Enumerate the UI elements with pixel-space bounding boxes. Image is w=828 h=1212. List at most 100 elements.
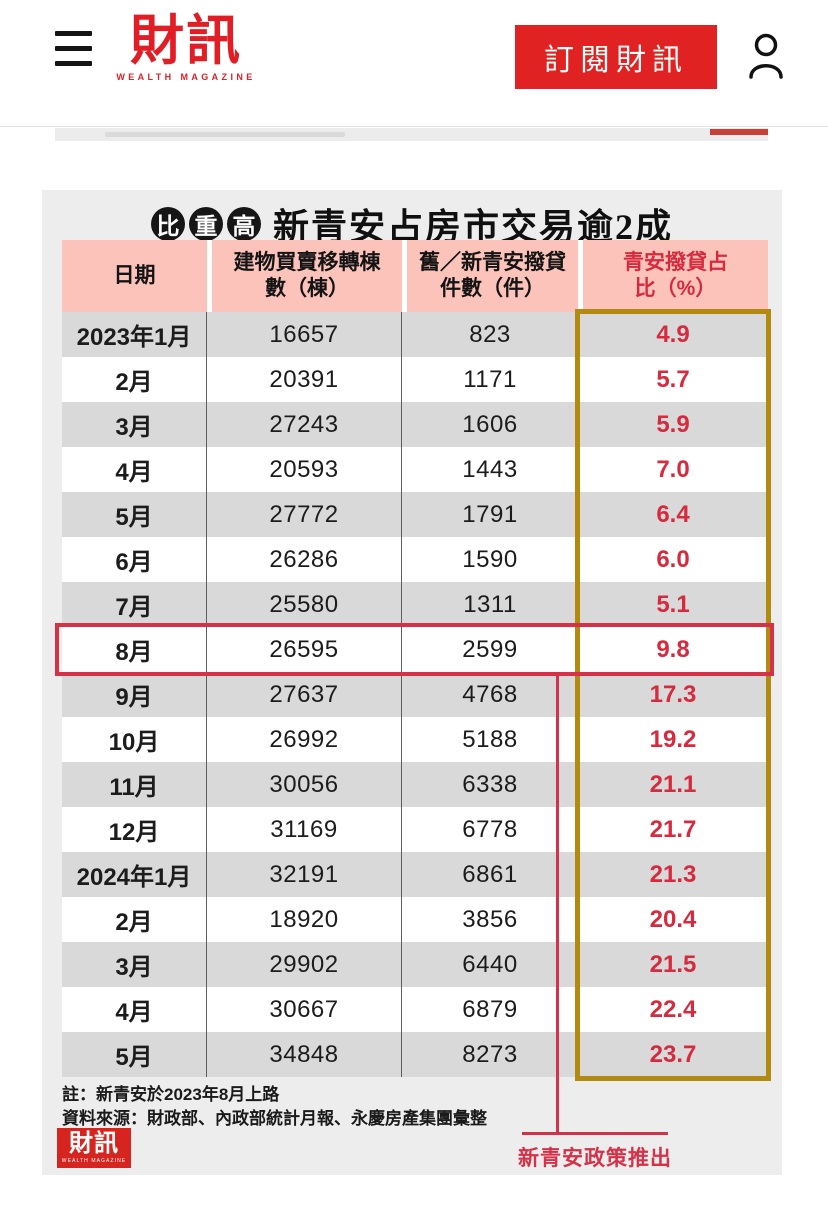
cell-transfers: 31169 <box>207 807 402 852</box>
collapsed-bar <box>55 128 768 141</box>
cell-transfers: 34848 <box>207 1032 402 1077</box>
cell-date: 4月 <box>62 987 207 1032</box>
menu-icon[interactable] <box>55 31 92 66</box>
blurred-text-placeholder <box>105 132 345 137</box>
cell-date: 2023年1月 <box>62 312 207 357</box>
cell-transfers: 30056 <box>207 762 402 807</box>
badge-circle: 比 <box>150 207 185 241</box>
table-row: 5月 34848 8273 23.7 <box>62 1032 768 1077</box>
cell-loan-share: 5.9 <box>656 410 690 438</box>
cell-transfers: 29902 <box>207 942 402 987</box>
note-line: 註：新青安於2023年8月上路 <box>62 1085 280 1104</box>
cell-date: 8月 <box>62 627 207 672</box>
subscribe-button[interactable]: 訂閱財訊 <box>515 25 717 89</box>
cell-date: 10月 <box>62 717 207 762</box>
cell-loan-cases: 823 <box>469 320 511 348</box>
cell-loan-share: 5.7 <box>656 365 690 393</box>
menu-bar <box>55 46 92 51</box>
cell-loan-cases: 2599 <box>462 635 518 663</box>
cell-transfers: 27772 <box>207 492 402 537</box>
cell-transfers: 16657 <box>207 312 402 357</box>
cell-date: 9月 <box>62 672 207 717</box>
cell-loan-share: 21.1 <box>649 770 697 798</box>
cell-loan-share: 5.1 <box>656 590 690 618</box>
cell-date: 12月 <box>62 807 207 852</box>
cell-loan-cases: 1791 <box>462 500 518 528</box>
column-header-date: 日期 <box>62 240 207 312</box>
cell-loan-cases: 6778 <box>462 815 518 843</box>
cell-loan-cases: 8273 <box>462 1040 518 1068</box>
cell-loan-cases: 5188 <box>462 725 518 753</box>
column-header-transfers: 建物買賣移轉棟數（棟） <box>207 240 402 312</box>
cell-loan-share: 17.3 <box>649 680 697 708</box>
cell-loan-cases: 1171 <box>463 365 517 393</box>
app-header: 財訊 WEALTH MAGAZINE 訂閱財訊 <box>0 0 828 126</box>
table-row: 2月 20391 1171 5.7 <box>62 357 768 402</box>
cell-transfers: 32191 <box>207 852 402 897</box>
logo-badge-text: 財訊 <box>69 1131 119 1157</box>
cell-loan-share: 23.7 <box>649 1040 697 1068</box>
table-row: 2024年1月 32191 6861 21.3 <box>62 852 768 897</box>
cell-transfers: 26595 <box>207 627 402 672</box>
cell-date: 5月 <box>62 492 207 537</box>
table-row: 2月 18920 3856 20.4 <box>62 897 768 942</box>
cell-date: 3月 <box>62 402 207 447</box>
cell-loan-share: 22.4 <box>649 995 697 1023</box>
cell-loan-share: 4.9 <box>656 320 690 348</box>
column-header-loan-share: 青安撥貸占比（%） <box>578 240 768 312</box>
table-row: 4月 20593 1443 7.0 <box>62 447 768 492</box>
cell-date: 4月 <box>62 447 207 492</box>
table-row-highlighted: 8月 26595 2599 9.8 <box>62 627 768 672</box>
cell-loan-cases: 6879 <box>462 995 518 1023</box>
cell-date: 6月 <box>62 537 207 582</box>
table-row: 12月 31169 6778 21.7 <box>62 807 768 852</box>
table-row: 7月 25580 1311 5.1 <box>62 582 768 627</box>
table-row: 2023年1月 16657 823 4.9 <box>62 312 768 357</box>
cell-transfers: 27637 <box>207 672 402 717</box>
badge-circle: 重 <box>188 207 223 241</box>
table-row: 5月 27772 1791 6.4 <box>62 492 768 537</box>
cell-date: 3月 <box>62 942 207 987</box>
cell-loan-share: 7.0 <box>656 455 690 483</box>
site-logo-text: 財訊 <box>130 11 242 71</box>
cell-transfers: 30667 <box>207 987 402 1032</box>
source-line: 資料來源：財政部、內政部統計月報、永慶房產集團彙整 <box>62 1108 487 1128</box>
footnotes: 註：新青安於2023年8月上路 資料來源：財政部、內政部統計月報、永慶房產集團彙… <box>62 1083 487 1131</box>
site-logo[interactable]: 財訊 WEALTH MAGAZINE <box>116 14 256 82</box>
table-row: 3月 29902 6440 21.5 <box>62 942 768 987</box>
title-badges: 比 重 高 <box>150 207 261 241</box>
infographic-card: 比 重 高 新青安占房市交易逾2成 日期 建物買賣移轉棟數（棟） 舊／新青安撥貸… <box>42 190 782 1175</box>
table-row: 6月 26286 1590 6.0 <box>62 537 768 582</box>
table-row: 4月 30667 6879 22.4 <box>62 987 768 1032</box>
table-header-row: 日期 建物買賣移轉棟數（棟） 舊／新青安撥貸件數（件） 青安撥貸占比（%） <box>62 240 768 312</box>
cell-transfers: 25580 <box>207 582 402 627</box>
wealth-magazine-logo-badge: 財訊 WEALTH MAGAZINE <box>57 1128 131 1168</box>
cell-date: 5月 <box>62 1032 207 1077</box>
menu-bar <box>55 61 92 66</box>
cell-loan-share: 21.3 <box>649 860 697 888</box>
cell-date: 2月 <box>62 897 207 942</box>
clipped-red-element <box>710 129 768 135</box>
cell-loan-share: 21.7 <box>649 815 697 843</box>
cell-loan-cases: 4768 <box>462 680 518 708</box>
badge-circle: 高 <box>226 207 261 241</box>
cell-date: 7月 <box>62 582 207 627</box>
site-logo-subtext: WEALTH MAGAZINE <box>116 72 256 82</box>
table-row: 11月 30056 6338 21.1 <box>62 762 768 807</box>
table-row: 9月 27637 4768 17.3 <box>62 672 768 717</box>
cell-loan-share: 6.4 <box>656 500 690 528</box>
data-table: 日期 建物買賣移轉棟數（棟） 舊／新青安撥貸件數（件） 青安撥貸占比（%） 20… <box>62 240 768 1077</box>
cell-loan-cases: 1443 <box>462 455 518 483</box>
cell-transfers: 18920 <box>207 897 402 942</box>
logo-badge-subtext: WEALTH MAGAZINE <box>61 1158 127 1164</box>
cell-loan-cases: 6440 <box>462 950 518 978</box>
cell-loan-share: 19.2 <box>649 725 697 753</box>
cell-loan-cases: 1606 <box>462 410 518 438</box>
cell-transfers: 26286 <box>207 537 402 582</box>
cell-loan-cases: 1590 <box>462 545 518 573</box>
cell-date: 2024年1月 <box>62 852 207 897</box>
cell-loan-share: 6.0 <box>656 545 690 573</box>
cell-loan-share: 9.8 <box>656 635 690 663</box>
cell-date: 2月 <box>62 357 207 402</box>
account-icon[interactable] <box>744 32 788 80</box>
